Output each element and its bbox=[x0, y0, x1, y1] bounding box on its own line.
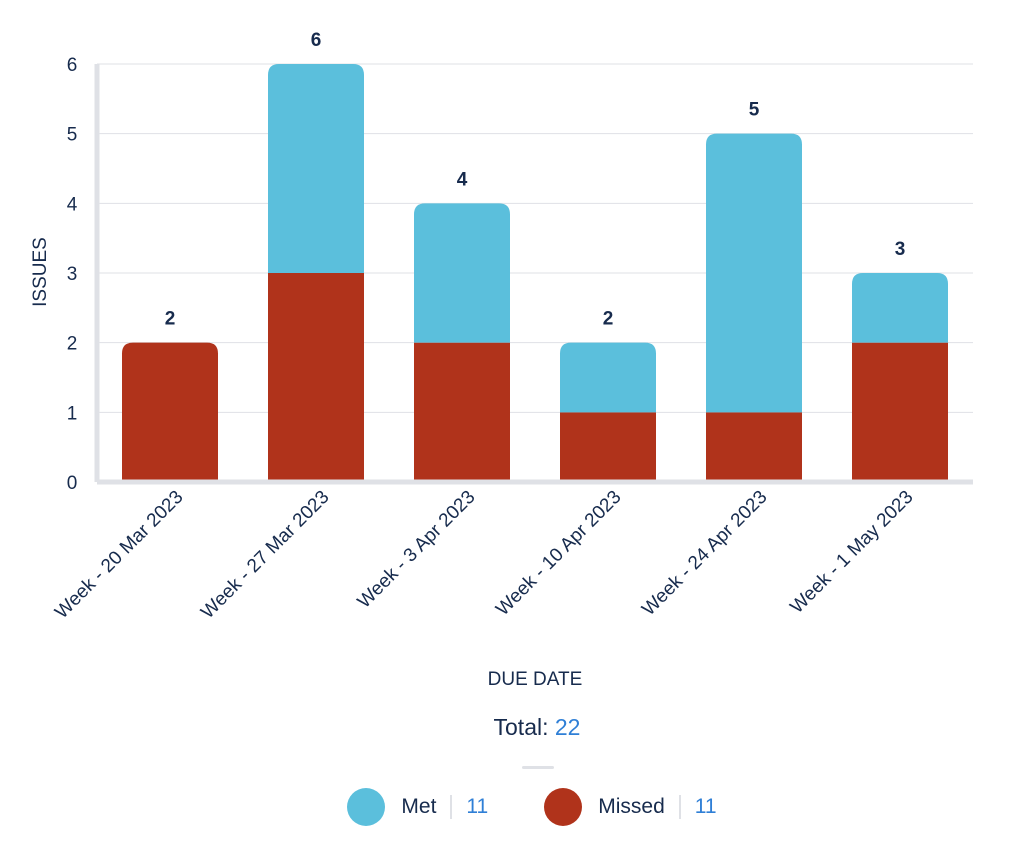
x-tick-label: Week - 20 Mar 2023 bbox=[51, 487, 187, 623]
bar-missed-4 bbox=[706, 412, 802, 480]
bar-missed-2 bbox=[414, 342, 510, 480]
bar-total-label: 5 bbox=[749, 100, 760, 121]
bar-total-label: 2 bbox=[165, 309, 176, 330]
total-summary: Total: 22 bbox=[0, 714, 1024, 741]
legend-item-missed[interactable]: Missed 11 bbox=[544, 788, 717, 826]
divider bbox=[522, 766, 554, 769]
bar-missed-3 bbox=[560, 412, 656, 480]
legend: Met 11 Missed 11 bbox=[0, 788, 1024, 826]
x-axis-title: DUE DATE bbox=[488, 669, 583, 690]
bar-missed-1 bbox=[268, 273, 364, 480]
gridlines bbox=[97, 63, 973, 413]
x-tick-label: Week - 1 May 2023 bbox=[786, 487, 917, 618]
y-tick-label: 3 bbox=[67, 264, 78, 285]
legend-label-missed: Missed bbox=[598, 795, 665, 818]
legend-separator bbox=[678, 795, 681, 819]
x-tick-label: Week - 24 Apr 2023 bbox=[638, 487, 771, 620]
legend-separator bbox=[450, 795, 453, 819]
bar-met-4 bbox=[706, 133, 802, 413]
bar-total-label: 4 bbox=[457, 169, 468, 190]
legend-count-missed: 11 bbox=[694, 795, 717, 818]
x-tick-label: Week - 3 Apr 2023 bbox=[354, 487, 480, 613]
x-axis-ticks: Week - 20 Mar 2023 Week - 27 Mar 2023 Week… bbox=[51, 487, 917, 623]
bar-met-3 bbox=[560, 342, 656, 413]
y-tick-label: 0 bbox=[67, 473, 78, 494]
y-axis-ticks: 0 1 2 3 4 5 6 bbox=[67, 55, 78, 494]
total-label: Total: bbox=[493, 714, 549, 740]
y-tick-label: 4 bbox=[67, 194, 78, 215]
y-tick-label: 1 bbox=[67, 403, 78, 424]
legend-label-met: Met bbox=[401, 795, 437, 818]
bar-met-5 bbox=[852, 273, 948, 343]
bar-total-label: 2 bbox=[603, 309, 614, 330]
x-tick-label: Week - 10 Apr 2023 bbox=[492, 487, 625, 620]
bars bbox=[122, 64, 948, 480]
y-tick-label: 2 bbox=[67, 334, 78, 355]
legend-swatch-missed bbox=[544, 788, 583, 826]
total-value: 22 bbox=[554, 714, 581, 740]
bar-met-2 bbox=[414, 203, 510, 343]
bar-total-label: 3 bbox=[895, 239, 906, 260]
y-tick-label: 6 bbox=[67, 55, 78, 76]
bar-met-1 bbox=[268, 64, 364, 273]
y-tick-label: 5 bbox=[67, 125, 78, 146]
x-tick-label: Week - 27 Mar 2023 bbox=[197, 487, 333, 623]
bar-total-label: 6 bbox=[311, 30, 322, 51]
bar-missed-0 bbox=[122, 342, 218, 480]
legend-count-met: 11 bbox=[466, 795, 489, 818]
data-labels: 2 6 4 2 5 3 bbox=[165, 30, 906, 330]
legend-item-met[interactable]: Met 11 bbox=[347, 788, 488, 826]
bar-missed-5 bbox=[852, 342, 948, 480]
y-axis-title: ISSUES bbox=[30, 237, 51, 307]
legend-swatch-met bbox=[347, 788, 386, 826]
